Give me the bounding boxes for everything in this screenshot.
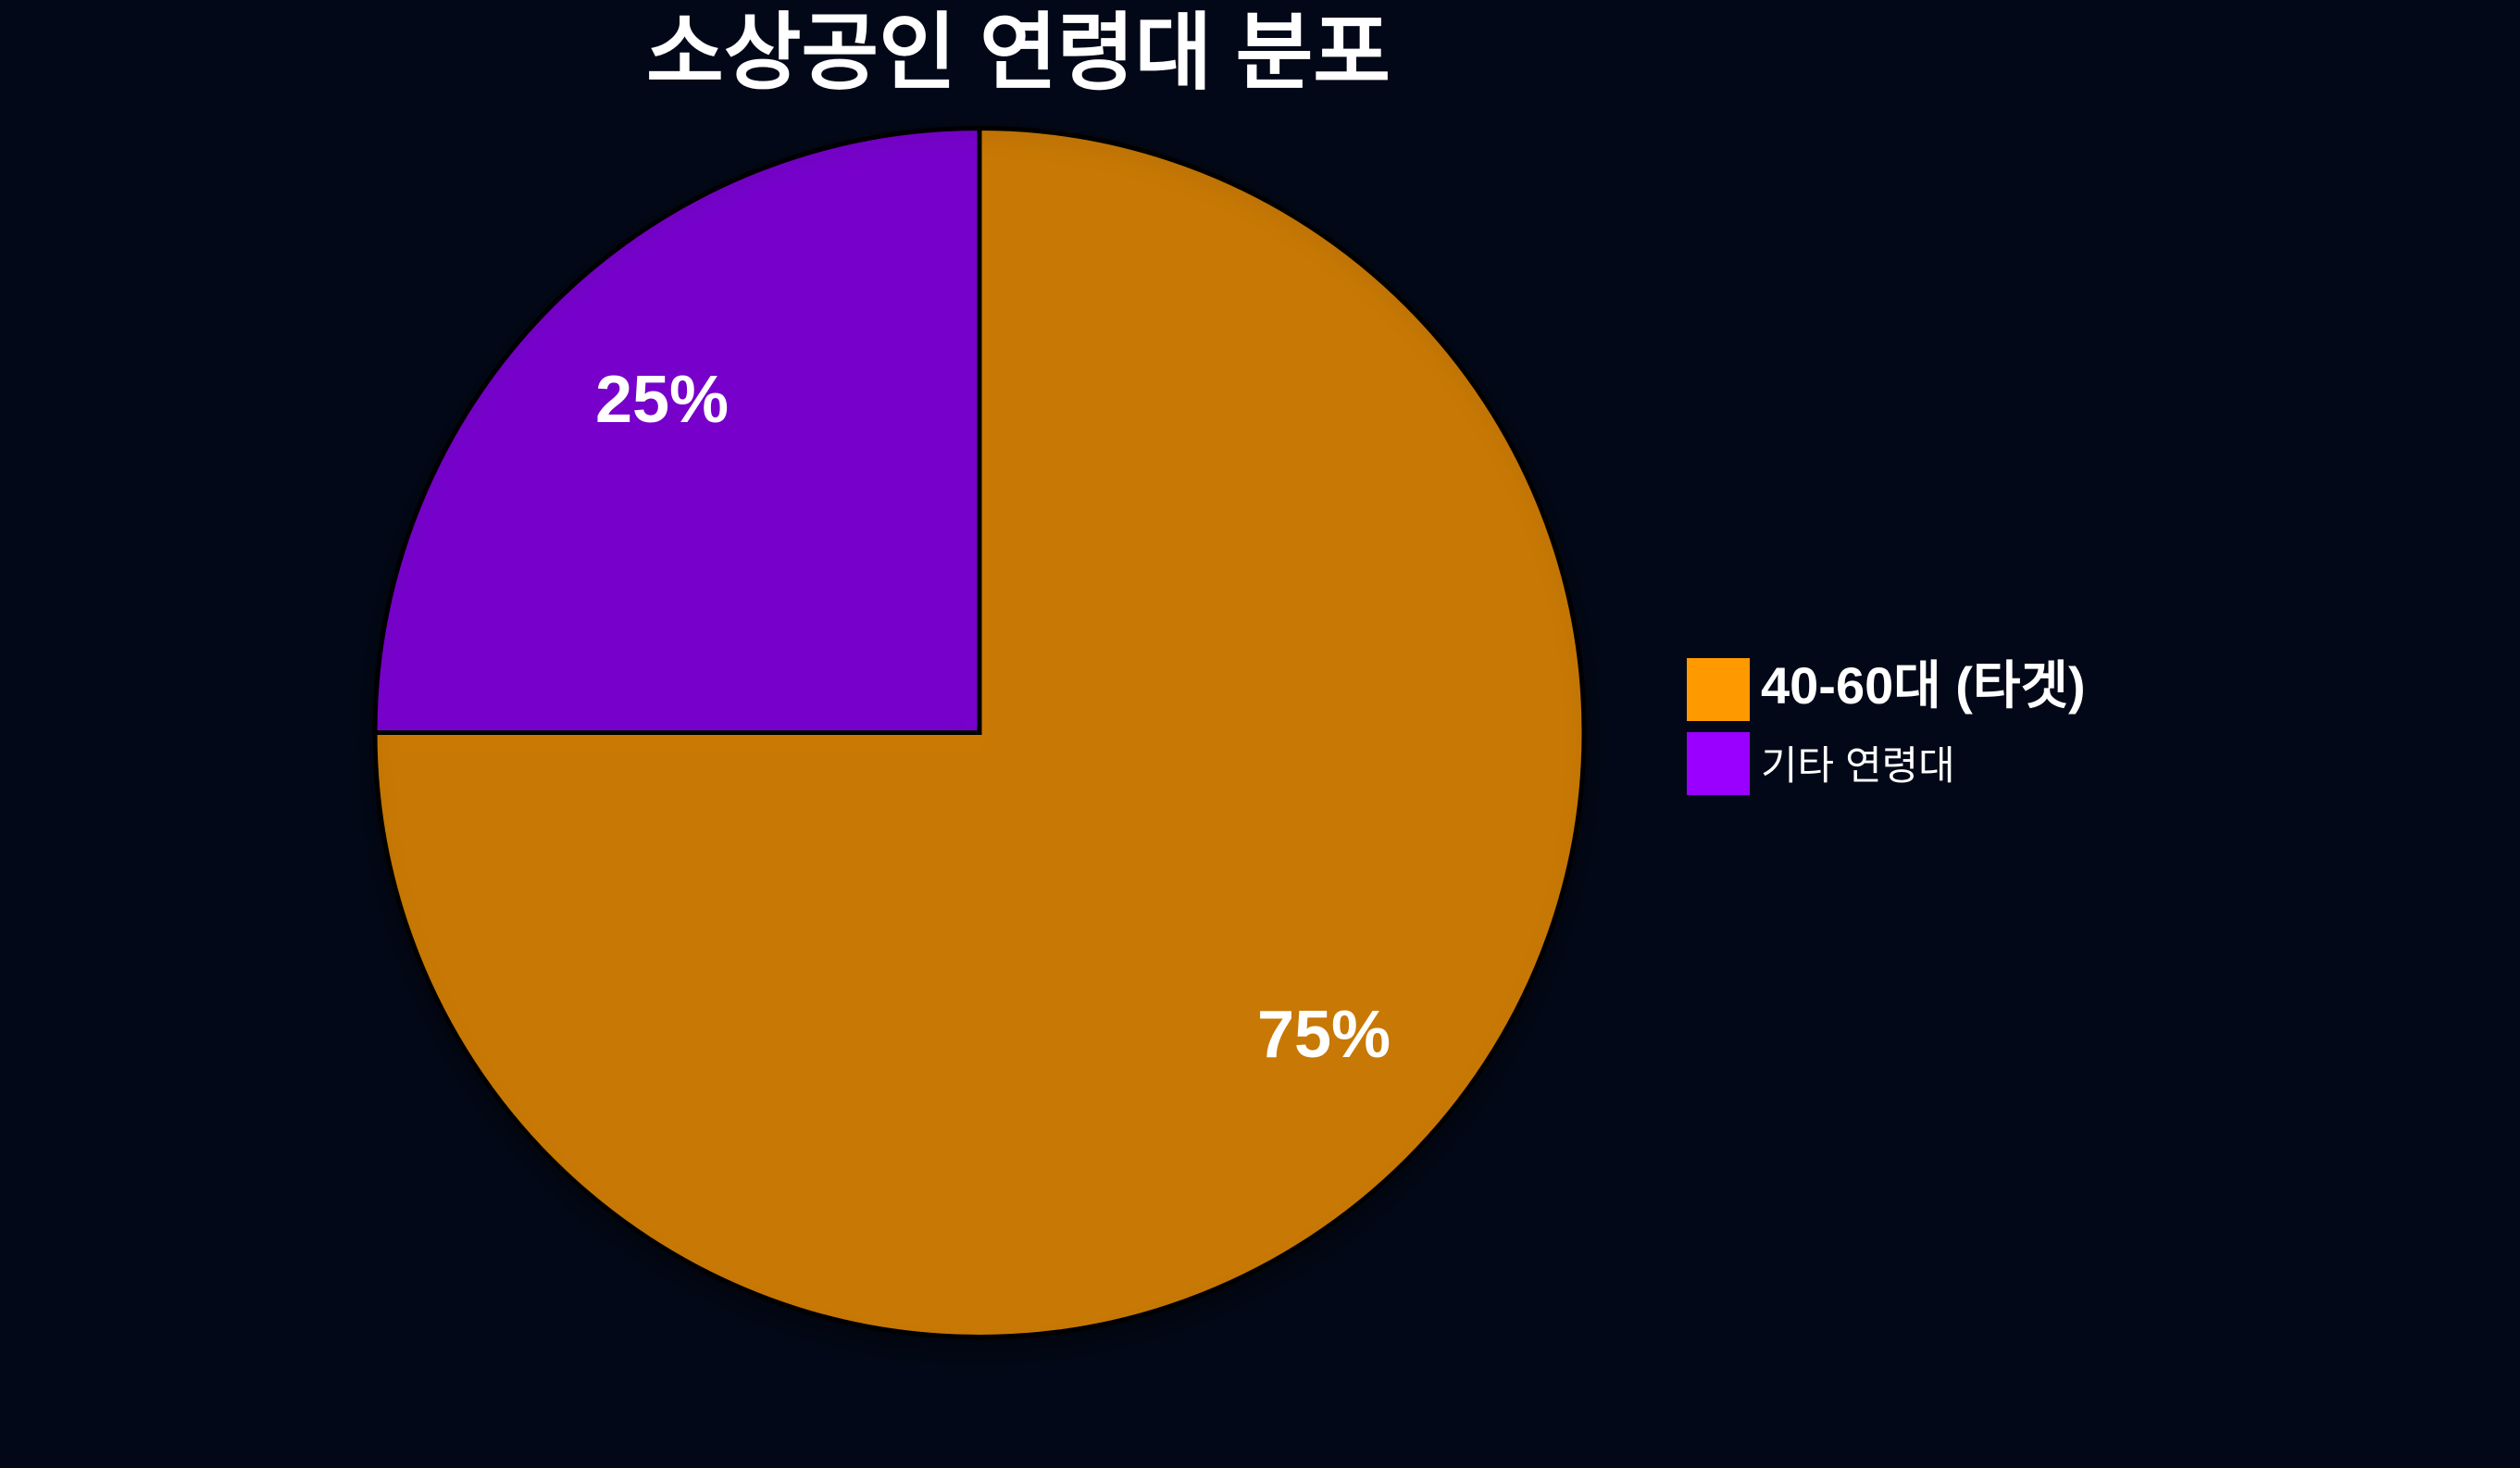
svg-text:75%: 75%	[1257, 998, 1391, 1072]
svg-text:40-60대 (타겟): 40-60대 (타겟)	[1761, 656, 2086, 715]
svg-text:25%: 25%	[595, 363, 729, 437]
svg-text:소상공인 연령대 분포: 소상공인 연령대 분포	[646, 6, 1391, 100]
svg-text:기타 연령대: 기타 연령대	[1761, 744, 1955, 789]
